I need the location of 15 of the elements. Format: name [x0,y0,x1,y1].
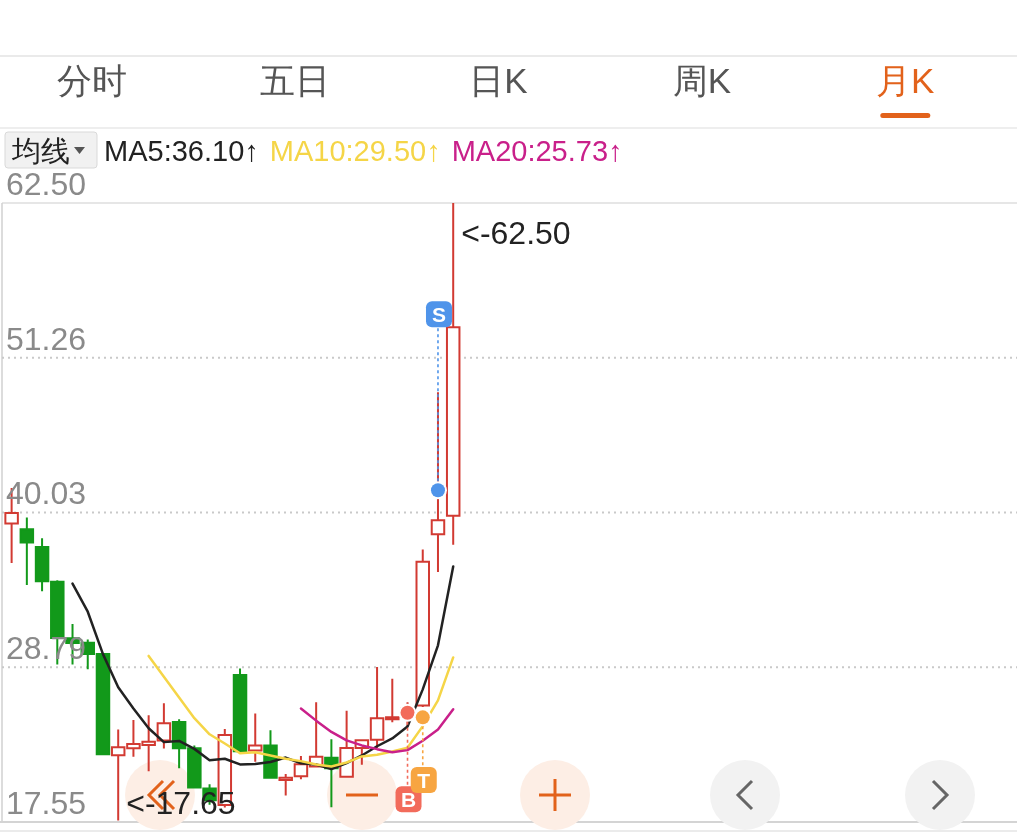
text: 日K [469,61,528,100]
legend-title: 均线 [11,135,70,167]
chart-title: 月K [876,61,935,100]
y-tick-label: 62.50 [6,166,87,202]
legend: 均线 MA5:36.10↑ MA10:29.50↑ MA20:25.73↑ [4,131,623,169]
text: 分时 [56,61,127,100]
annotation: <-62.50 [461,215,571,251]
y-tick-label: 51.26 [6,320,87,357]
y-tick-label: 17.55 [6,785,87,821]
annotation: <-17.65 [126,785,236,821]
text: 五日 [260,61,331,100]
data-label: S [431,303,446,327]
data-label: B [400,788,417,812]
text: 周K [672,61,732,100]
data-label: T [417,769,431,793]
